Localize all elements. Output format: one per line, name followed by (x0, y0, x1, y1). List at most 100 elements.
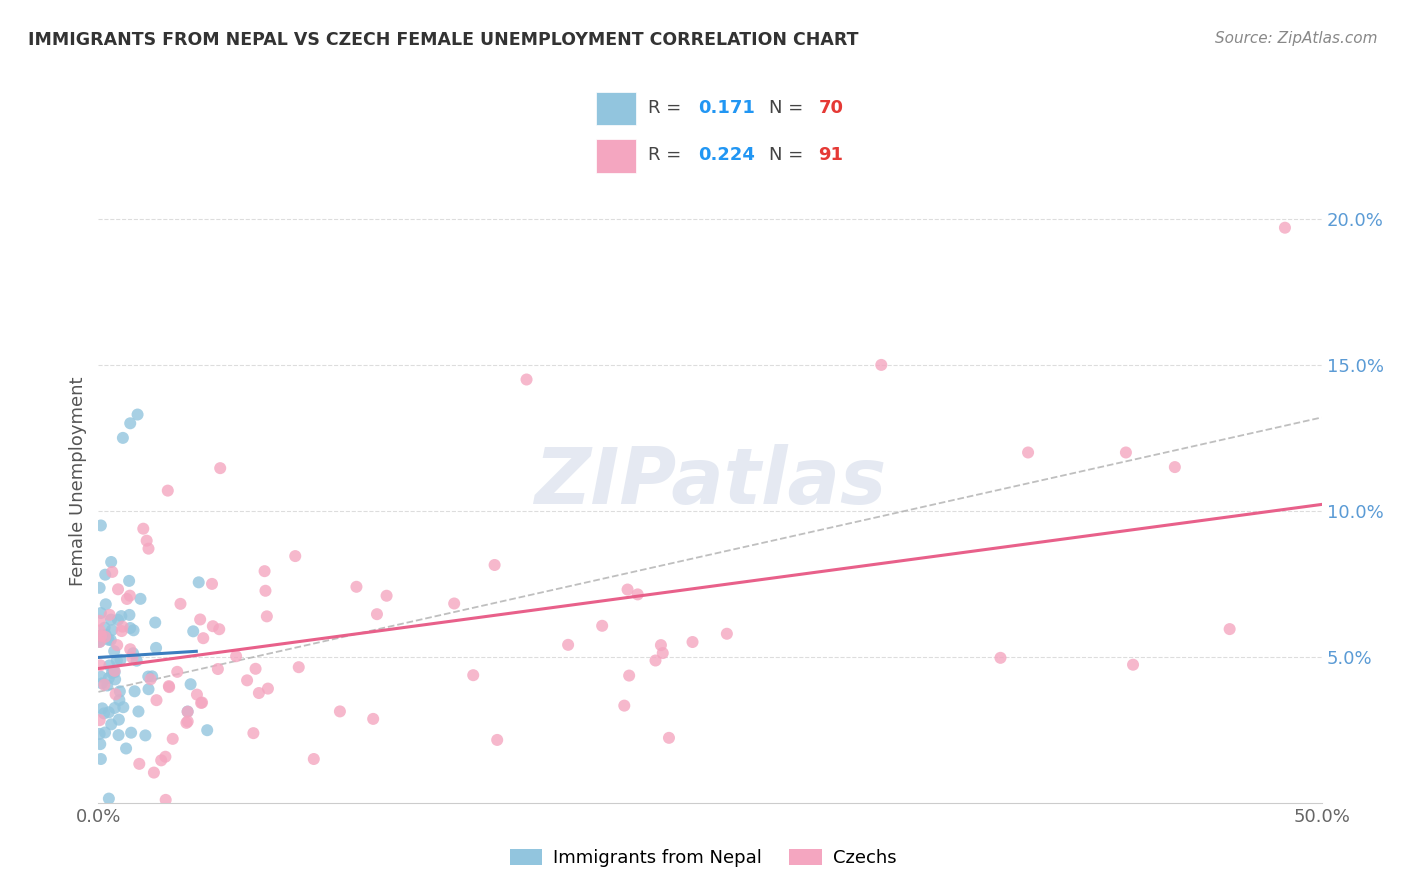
Point (247, 686, 270, 700)
Point (90, 606, 112, 620)
Point (253, 564, 276, 578)
Point (98, 658, 121, 673)
Point (225, 649, 247, 664)
Point (157, 680, 180, 694)
Point (176, 714, 198, 729)
Point (484, 558, 506, 572)
Point (166, 665, 188, 679)
Point (90, 518, 112, 533)
Point (366, 607, 388, 622)
Point (195, 723, 218, 738)
Point (157, 679, 180, 693)
Point (162, 731, 184, 746)
Point (90, 752, 112, 766)
Text: R =: R = (648, 145, 688, 163)
Point (486, 733, 509, 747)
Point (256, 609, 278, 624)
Point (110, 653, 132, 667)
Text: 0.224: 0.224 (697, 145, 755, 163)
Point (93, 621, 115, 635)
Point (104, 701, 127, 715)
Point (122, 646, 145, 660)
Point (155, 749, 177, 764)
Point (136, 669, 159, 683)
Point (193, 631, 215, 645)
Point (236, 673, 259, 688)
Point (515, 372, 537, 386)
Point (120, 417, 142, 431)
Point (110, 609, 132, 624)
Point (89, 635, 111, 649)
Point (208, 622, 231, 636)
Point (107, 582, 129, 597)
Point (89, 614, 111, 628)
Point (89, 727, 111, 741)
Point (100, 632, 122, 647)
Point (201, 619, 224, 633)
Point (651, 646, 673, 660)
Point (627, 587, 650, 601)
Point (1115, 445, 1137, 459)
Point (107, 613, 129, 627)
Point (245, 662, 267, 676)
Point (190, 696, 212, 710)
Point (155, 793, 177, 807)
Point (990, 650, 1012, 665)
Point (187, 575, 209, 590)
Point (1219, 622, 1241, 636)
Point (112, 700, 135, 714)
Point (120, 725, 142, 739)
Point (89, 737, 111, 751)
Point (870, 358, 893, 372)
Point (1164, 460, 1187, 475)
Point (329, 705, 352, 719)
Point (93, 706, 115, 721)
Point (613, 698, 636, 713)
Point (118, 589, 141, 603)
Text: IMMIGRANTS FROM NEPAL VS CZECH FEMALE UNEMPLOYMENT CORRELATION CHART: IMMIGRANTS FROM NEPAL VS CZECH FEMALE UN… (28, 31, 859, 49)
Point (89, 635, 111, 649)
Point (111, 620, 134, 634)
Point (89, 629, 111, 643)
Point (108, 693, 131, 707)
Point (100, 613, 122, 627)
Point (97, 632, 120, 647)
Point (101, 623, 124, 637)
Text: Source: ZipAtlas.com: Source: ZipAtlas.com (1215, 31, 1378, 46)
FancyBboxPatch shape (596, 92, 636, 126)
Point (134, 728, 156, 742)
Point (644, 653, 666, 667)
Point (93, 678, 115, 692)
Point (181, 624, 204, 639)
Text: N =: N = (769, 145, 808, 163)
Point (90, 629, 112, 643)
Point (101, 665, 124, 680)
Point (1122, 657, 1144, 672)
Point (346, 580, 368, 594)
Point (101, 565, 124, 579)
Point (302, 752, 325, 766)
Point (287, 660, 309, 674)
Point (145, 693, 167, 707)
Point (124, 684, 146, 698)
Point (120, 642, 142, 657)
Point (557, 638, 579, 652)
Point (111, 431, 134, 445)
Point (103, 665, 125, 679)
Point (142, 765, 165, 780)
Point (120, 621, 142, 635)
Point (209, 461, 232, 475)
Point (658, 731, 681, 745)
Text: 70: 70 (818, 100, 844, 118)
Point (716, 626, 738, 640)
Point (143, 615, 166, 630)
Point (591, 619, 613, 633)
Legend: Immigrants from Nepal, Czechs: Immigrants from Nepal, Czechs (503, 841, 903, 874)
Point (104, 687, 127, 701)
Point (118, 574, 141, 588)
Point (650, 638, 672, 652)
Point (169, 597, 191, 611)
Point (176, 705, 198, 719)
Point (201, 577, 224, 591)
Point (128, 756, 150, 771)
